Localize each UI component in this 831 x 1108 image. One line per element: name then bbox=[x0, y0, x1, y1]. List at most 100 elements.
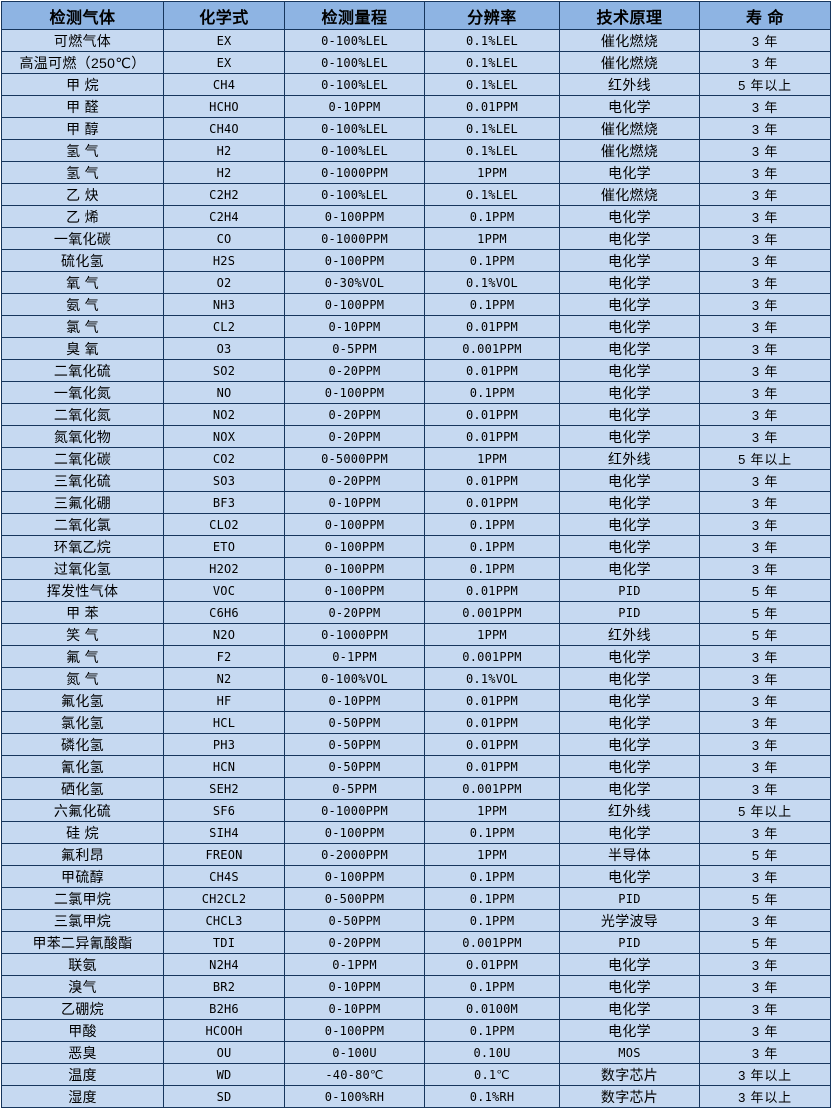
cell-lifespan: 3 年 bbox=[699, 953, 831, 976]
table-row: 甲 醛 HCHO 0-10PPM 0.01PPM 电化学 3 年 bbox=[1, 95, 831, 118]
cell-range: 0-100%LEL bbox=[284, 73, 425, 96]
cell-resolution: 0.01PPM bbox=[424, 425, 560, 448]
cell-formula: SEH2 bbox=[163, 777, 285, 800]
cell-lifespan: 3 年 bbox=[699, 381, 831, 404]
cell-formula: PH3 bbox=[163, 733, 285, 756]
table-row: 六氟化硫 SF6 0-1000PPM 1PPM 红外线 5 年以上 bbox=[1, 799, 831, 822]
cell-gas-name: 六氟化硫 bbox=[1, 799, 164, 822]
cell-formula: O2 bbox=[163, 271, 285, 294]
cell-formula: NO bbox=[163, 381, 285, 404]
cell-formula: H2S bbox=[163, 249, 285, 272]
cell-technology: 电化学 bbox=[559, 227, 700, 250]
column-header-resolution: 分辨率 bbox=[424, 1, 560, 30]
cell-resolution: 1PPM bbox=[424, 447, 560, 470]
cell-gas-name: 氯 气 bbox=[1, 315, 164, 338]
cell-range: 0-20PPM bbox=[284, 601, 425, 624]
cell-lifespan: 3 年 bbox=[699, 1019, 831, 1042]
cell-lifespan: 3 年以上 bbox=[699, 1085, 831, 1108]
cell-gas-name: 甲 醛 bbox=[1, 95, 164, 118]
cell-range: 0-1000PPM bbox=[284, 799, 425, 822]
cell-lifespan: 3 年 bbox=[699, 689, 831, 712]
table-row: 联氨 N2H4 0-1PPM 0.01PPM 电化学 3 年 bbox=[1, 953, 831, 976]
table-row: 高温可燃（250℃） EX 0-100%LEL 0.1%LEL 催化燃烧 3 年 bbox=[1, 51, 831, 74]
cell-gas-name: 乙 炔 bbox=[1, 183, 164, 206]
cell-range: 0-10PPM bbox=[284, 689, 425, 712]
cell-gas-name: 环氧乙烷 bbox=[1, 535, 164, 558]
cell-lifespan: 3 年 bbox=[699, 425, 831, 448]
cell-resolution: 0.001PPM bbox=[424, 931, 560, 954]
cell-resolution: 0.001PPM bbox=[424, 777, 560, 800]
cell-formula: SO2 bbox=[163, 359, 285, 382]
cell-resolution: 0.001PPM bbox=[424, 337, 560, 360]
cell-technology: PID bbox=[559, 579, 700, 602]
cell-gas-name: 氟利昂 bbox=[1, 843, 164, 866]
cell-resolution: 0.1%VOL bbox=[424, 271, 560, 294]
cell-formula: CHCL3 bbox=[163, 909, 285, 932]
table-row: 臭 氧 O3 0-5PPM 0.001PPM 电化学 3 年 bbox=[1, 337, 831, 360]
cell-formula: C6H6 bbox=[163, 601, 285, 624]
cell-technology: 电化学 bbox=[559, 359, 700, 382]
cell-gas-name: 高温可燃（250℃） bbox=[1, 51, 164, 74]
table-row: 二氧化氯 CLO2 0-100PPM 0.1PPM 电化学 3 年 bbox=[1, 513, 831, 536]
cell-technology: 电化学 bbox=[559, 403, 700, 426]
table-row: 乙 烯 C2H4 0-100PPM 0.1PPM 电化学 3 年 bbox=[1, 205, 831, 228]
cell-range: 0-100PPM bbox=[284, 535, 425, 558]
cell-resolution: 0.01PPM bbox=[424, 711, 560, 734]
cell-gas-name: 甲酸 bbox=[1, 1019, 164, 1042]
table-row: 氯化氢 HCL 0-50PPM 0.01PPM 电化学 3 年 bbox=[1, 711, 831, 734]
table-row: 挥发性气体 VOC 0-100PPM 0.01PPM PID 5 年 bbox=[1, 579, 831, 602]
cell-gas-name: 三氯甲烷 bbox=[1, 909, 164, 932]
cell-technology: 电化学 bbox=[559, 205, 700, 228]
cell-lifespan: 3 年 bbox=[699, 227, 831, 250]
cell-formula: H2O2 bbox=[163, 557, 285, 580]
cell-technology: PID bbox=[559, 887, 700, 910]
cell-formula: FREON bbox=[163, 843, 285, 866]
cell-lifespan: 5 年以上 bbox=[699, 799, 831, 822]
cell-gas-name: 二氧化硫 bbox=[1, 359, 164, 382]
table-row: 三氟化硼 BF3 0-10PPM 0.01PPM 电化学 3 年 bbox=[1, 491, 831, 514]
cell-lifespan: 5 年以上 bbox=[699, 447, 831, 470]
cell-resolution: 0.1PPM bbox=[424, 557, 560, 580]
cell-lifespan: 3 年 bbox=[699, 557, 831, 580]
cell-technology: 光学波导 bbox=[559, 909, 700, 932]
cell-technology: 电化学 bbox=[559, 1019, 700, 1042]
cell-technology: 电化学 bbox=[559, 755, 700, 778]
table-row: 三氧化硫 SO3 0-20PPM 0.01PPM 电化学 3 年 bbox=[1, 469, 831, 492]
cell-resolution: 0.01PPM bbox=[424, 733, 560, 756]
cell-formula: CO bbox=[163, 227, 285, 250]
cell-technology: 电化学 bbox=[559, 865, 700, 888]
cell-formula: NO2 bbox=[163, 403, 285, 426]
table-row: 硒化氢 SEH2 0-5PPM 0.001PPM 电化学 3 年 bbox=[1, 777, 831, 800]
cell-gas-name: 氟 气 bbox=[1, 645, 164, 668]
cell-lifespan: 3 年 bbox=[699, 51, 831, 74]
table-row: 过氧化氢 H2O2 0-100PPM 0.1PPM 电化学 3 年 bbox=[1, 557, 831, 580]
cell-range: 0-20PPM bbox=[284, 425, 425, 448]
cell-technology: 电化学 bbox=[559, 953, 700, 976]
cell-resolution: 0.01PPM bbox=[424, 95, 560, 118]
cell-resolution: 0.01PPM bbox=[424, 689, 560, 712]
cell-resolution: 0.01PPM bbox=[424, 359, 560, 382]
cell-technology: 电化学 bbox=[559, 381, 700, 404]
cell-range: 0-100%RH bbox=[284, 1085, 425, 1108]
table-row: 甲苯二异氰酸酯 TDI 0-20PPM 0.001PPM PID 5 年 bbox=[1, 931, 831, 954]
cell-resolution: 0.1PPM bbox=[424, 909, 560, 932]
cell-technology: 电化学 bbox=[559, 161, 700, 184]
cell-range: 0-50PPM bbox=[284, 909, 425, 932]
table-row: 氮 气 N2 0-100%VOL 0.1%VOL 电化学 3 年 bbox=[1, 667, 831, 690]
table-row: 乙硼烷 B2H6 0-10PPM 0.0100M 电化学 3 年 bbox=[1, 997, 831, 1020]
cell-range: 0-1PPM bbox=[284, 645, 425, 668]
cell-formula: EX bbox=[163, 29, 285, 52]
cell-technology: 数字芯片 bbox=[559, 1085, 700, 1108]
cell-lifespan: 3 年 bbox=[699, 337, 831, 360]
cell-resolution: 0.1%LEL bbox=[424, 139, 560, 162]
cell-lifespan: 3 年 bbox=[699, 645, 831, 668]
cell-technology: 电化学 bbox=[559, 315, 700, 338]
table-row: 磷化氢 PH3 0-50PPM 0.01PPM 电化学 3 年 bbox=[1, 733, 831, 756]
cell-range: 0-100PPM bbox=[284, 293, 425, 316]
cell-range: 0-20PPM bbox=[284, 403, 425, 426]
cell-resolution: 0.1PPM bbox=[424, 293, 560, 316]
cell-formula: BR2 bbox=[163, 975, 285, 998]
cell-range: 0-100%LEL bbox=[284, 139, 425, 162]
cell-resolution: 1PPM bbox=[424, 623, 560, 646]
